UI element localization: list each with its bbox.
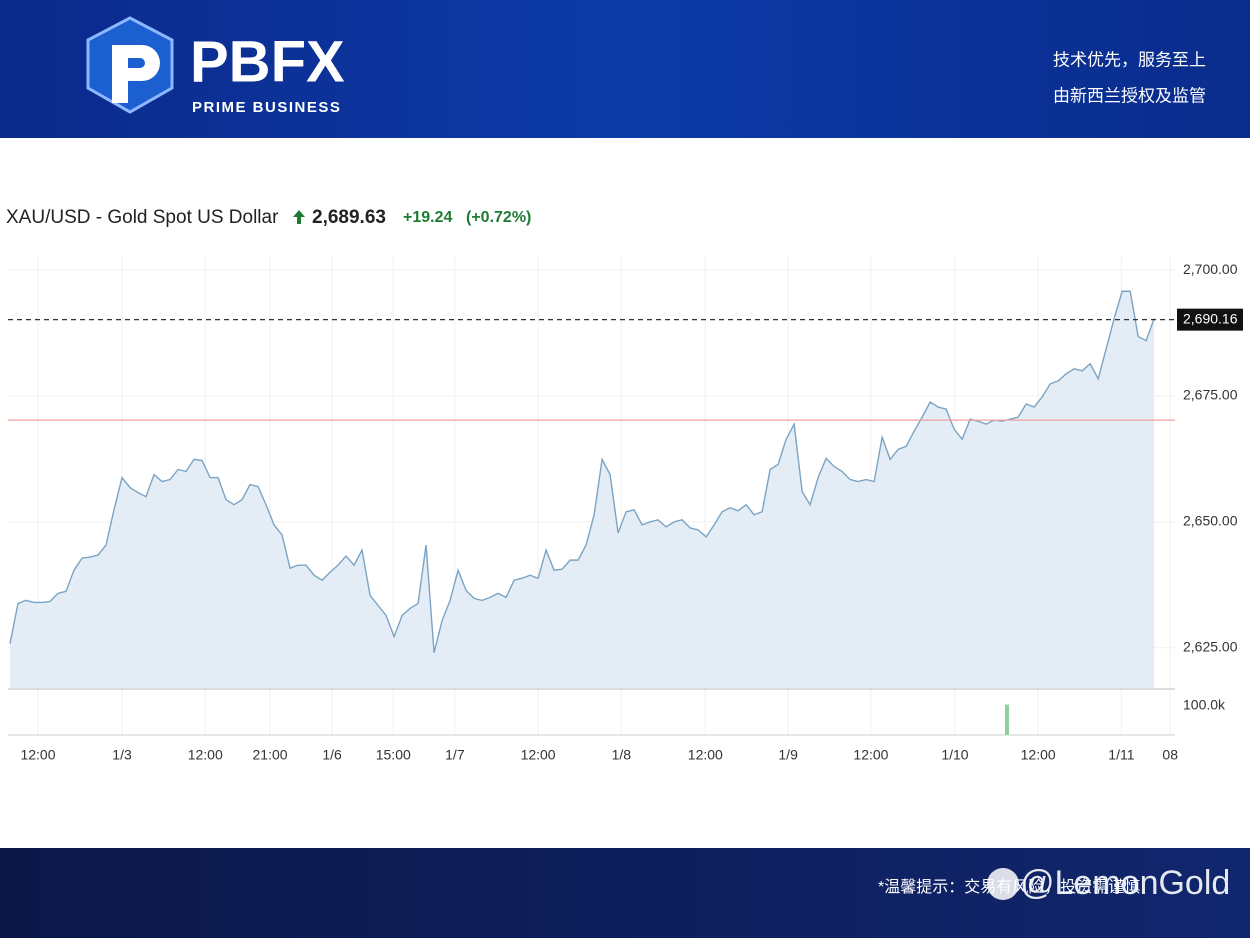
- volume-tick-label: 100.0k: [1183, 697, 1226, 713]
- x-tick-label: 12:00: [853, 747, 888, 763]
- watermark: @LemonGold: [1020, 864, 1230, 902]
- last-price-label: 2,690.16: [1183, 310, 1238, 326]
- x-tick-label: 12:00: [188, 747, 223, 763]
- x-tick-label: 1/3: [112, 747, 132, 763]
- slogan: 技术优先，服务至上: [1053, 50, 1206, 69]
- watermark-icon: [987, 868, 1019, 900]
- tagline: PRIME BUSINESS: [192, 99, 341, 116]
- y-tick-label: 2,700.00: [1183, 261, 1238, 277]
- y-tick-label: 2,675.00: [1183, 387, 1238, 403]
- x-tick-label: 08: [1162, 747, 1178, 763]
- x-tick-label: 1/10: [941, 747, 968, 763]
- x-tick-label: 1/8: [612, 747, 632, 763]
- x-tick-label: 12:00: [688, 747, 723, 763]
- header-banner: [0, 0, 1250, 138]
- volume-bar: [1004, 704, 1009, 735]
- plot-area: 12:00 1/3 12:00 21:00 1/6 15:00 1/7 12:00 1/8 12:…: [8, 255, 1243, 763]
- area: [10, 291, 1155, 688]
- x-tick-label: 1/6: [322, 747, 342, 763]
- logo-p: [112, 45, 160, 103]
- x-tick-label: 1/9: [778, 747, 798, 763]
- x-tick-label: 12:00: [1021, 747, 1056, 763]
- x-tick-label: 21:00: [253, 747, 288, 763]
- up-arrow: [293, 210, 305, 224]
- brand: PBFX: [190, 29, 345, 94]
- x-tick-label: 15:00: [376, 747, 411, 763]
- chart-title: XAU/USD - Gold Spot US Dollar: [6, 207, 279, 228]
- last-price: 2,689.63: [312, 207, 386, 228]
- x-tick-label: 1/7: [445, 747, 465, 763]
- line: [9, 290, 1155, 653]
- y-tick-label: 2,625.00: [1183, 638, 1238, 654]
- last-price-tag: [1177, 308, 1243, 331]
- x-tick-label: 12:00: [20, 747, 55, 763]
- slogan: 由新西兰授权及监管: [1053, 86, 1206, 105]
- change: +19.24: [403, 209, 452, 226]
- change-pct: (+0.72%): [466, 209, 531, 226]
- x-tick-label: 12:00: [521, 747, 556, 763]
- logo-hex: [86, 16, 174, 114]
- x-tick-label: 1/11: [1108, 747, 1134, 763]
- y-tick-label: 2,650.00: [1183, 513, 1238, 529]
- footer-banner: [0, 848, 1250, 938]
